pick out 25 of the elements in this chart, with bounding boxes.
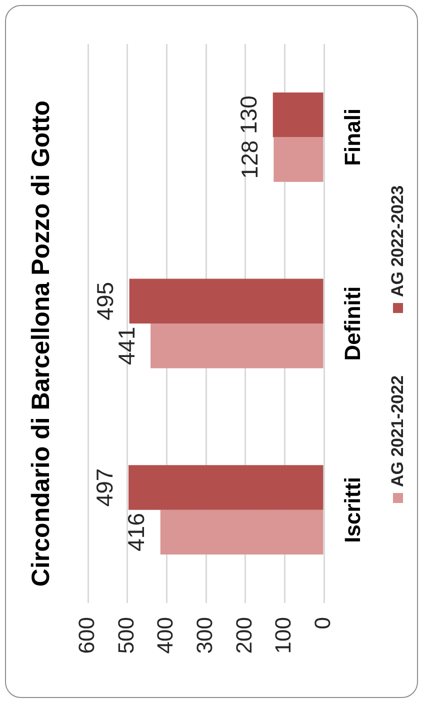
bar [129,278,324,324]
y-tick-label: Iscritti [340,476,366,543]
bar [160,510,324,555]
x-tick-label: 100 [270,617,296,654]
x-tick-label: 200 [231,617,256,654]
data-label: 495 [92,282,118,320]
x-tick-label: 500 [113,617,138,654]
data-label: 130 [236,96,262,134]
bar [274,137,324,182]
y-tick-label: Finali [340,108,366,166]
bar [128,465,324,510]
text: Circondario di Barcellona Pozzo di Gotto [26,100,55,587]
data-label: 128 [236,140,262,179]
bar [272,92,324,138]
data-label: 416 [123,513,150,552]
bar [150,324,324,368]
data-label: 497 [91,468,118,507]
x-tick-label: 400 [152,617,178,654]
x-tick-label: 0 [310,617,336,630]
y-tick-label: Definiti [340,286,366,361]
x-tick-label: 600 [74,617,100,654]
x-tick-label: 300 [192,617,218,654]
data-label: 441 [113,326,140,366]
text: AG 2021-2022 [388,374,408,486]
text: AG 2022-2023 [388,184,408,296]
